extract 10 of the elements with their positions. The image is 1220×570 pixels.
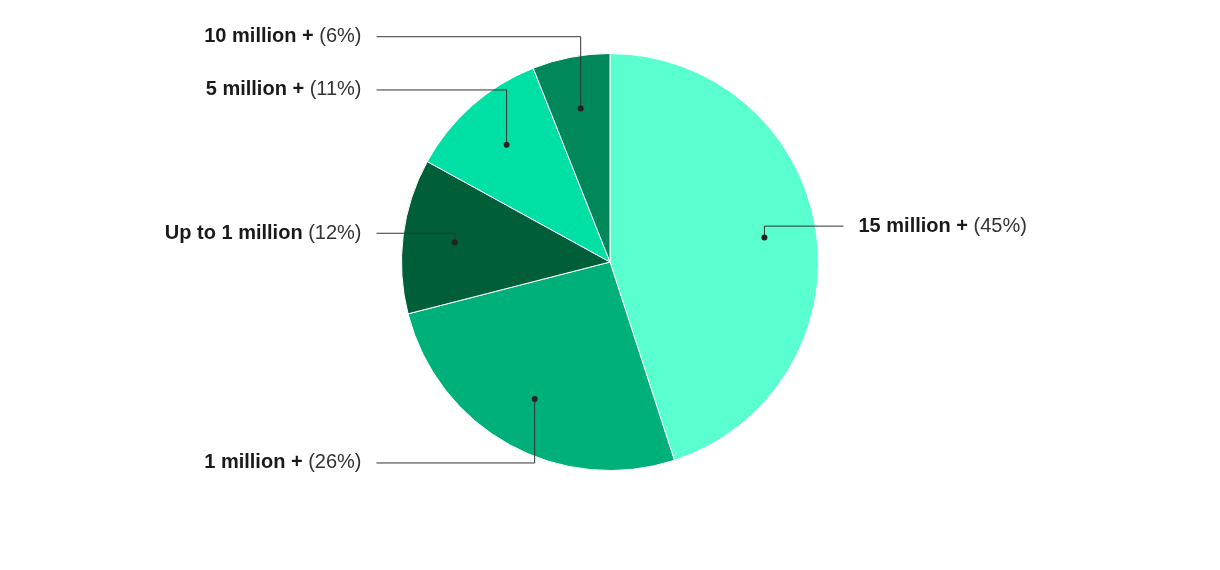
data-label: (12%) [302, 220, 362, 243]
data-label: (6%) [313, 24, 362, 47]
slice-label: 5 million + [205, 77, 305, 100]
slice-label: Up to 1 million [164, 220, 303, 243]
slice-label: 10 million + [204, 24, 314, 47]
slice-label: 15 million + [858, 213, 968, 236]
data-label: (45%) [967, 213, 1027, 236]
data-label: (11%) [304, 77, 362, 100]
slice-label: 1 million + [204, 450, 303, 473]
data-label: (26%) [302, 450, 362, 473]
